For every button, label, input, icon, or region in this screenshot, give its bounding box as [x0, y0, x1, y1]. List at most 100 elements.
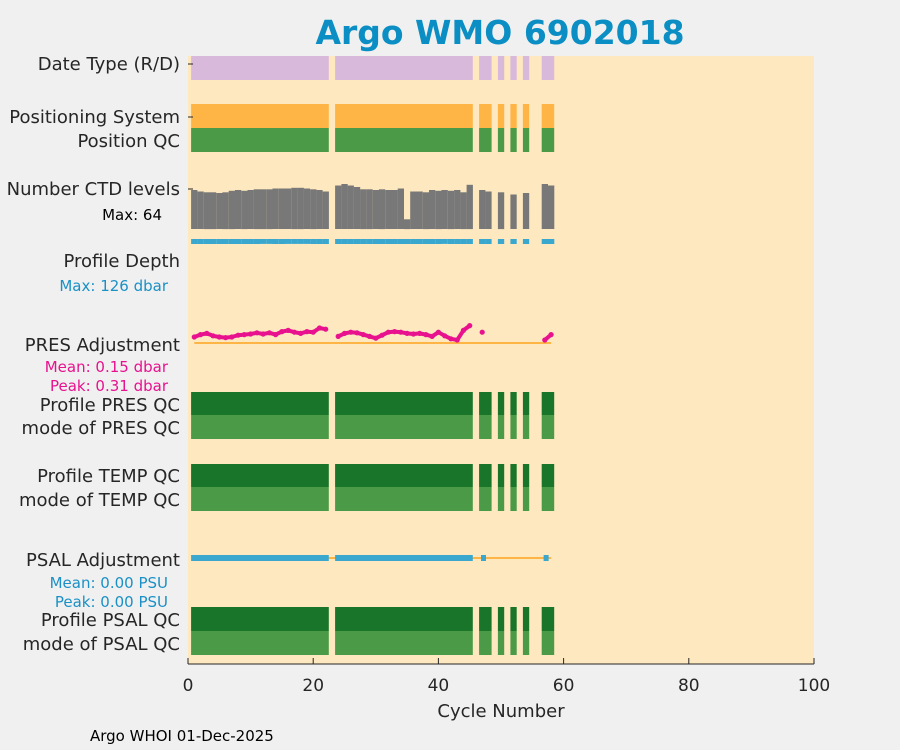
pres-adjustment-line-0	[192, 326, 328, 340]
ctd-level-bar-58	[548, 185, 555, 229]
profile-psal-qc-segment-1	[335, 607, 473, 631]
profile-depth-bar-6	[222, 239, 229, 244]
profile-depth-bar-40	[435, 239, 442, 244]
profile-depth-bar-44	[460, 239, 467, 244]
annotation-pres-peak: Peak: 0.31 dbar	[50, 377, 169, 395]
profile-pres-qc-segment-4	[510, 392, 517, 415]
profile-depth-bar-54	[522, 239, 530, 244]
pres-adjustment-point-4	[210, 333, 216, 339]
ctd-level-bar-31	[378, 189, 386, 230]
pres-adjustment-point-42	[448, 336, 454, 342]
profile-depth-bar-30	[372, 239, 379, 244]
annotation-psal-mean: Mean: 0.00 PSU	[50, 574, 168, 592]
profile-depth-bar-43	[454, 239, 461, 244]
profile-depth-bar-15	[278, 239, 286, 244]
position-qc-segment-6	[541, 128, 555, 152]
ctd-level-bar-27	[353, 187, 361, 229]
ctd-level-bar-52	[510, 194, 517, 229]
date-type-segment-0	[191, 56, 329, 80]
profile-depth-bar-38	[422, 239, 430, 244]
mode-temp-qc-segment-3	[497, 487, 505, 511]
ctd-level-bar-48	[485, 191, 492, 229]
positioning-system-segment-2	[479, 104, 492, 128]
profile-depth-bar-50	[497, 239, 505, 244]
psal-adjustment-segment-0	[191, 555, 329, 561]
psal-adjustment-segment-2	[481, 555, 486, 561]
ctd-level-bar-10	[247, 190, 254, 229]
pres-adjustment-point-16	[285, 327, 291, 333]
pres-adjustment-point-30	[373, 335, 379, 341]
x-tick-label-60: 60	[553, 676, 575, 696]
positioning-system-segment-3	[497, 104, 505, 128]
positioning-system-segment-6	[541, 104, 555, 128]
pres-adjustment-point-15	[279, 329, 285, 335]
pres-adjustment-point-40	[435, 329, 441, 335]
position-qc-segment-2	[479, 128, 492, 152]
date-type-segment-6	[541, 56, 555, 80]
ctd-level-bar-21	[316, 190, 323, 229]
x-axis-ticks: 0 20 40 60 80 100	[183, 658, 830, 696]
position-qc-segment-1	[335, 128, 473, 152]
profile-depth-bar-25	[341, 239, 348, 244]
pres-adjustment-point-39	[429, 333, 435, 339]
pres-adjustment-point-47	[479, 329, 485, 335]
pres-adjustment-point-58	[548, 332, 554, 338]
annotation-ctd-max: Max: 64	[102, 206, 162, 224]
pres-adjustment-point-13	[266, 330, 272, 336]
pres-adjustment-point-19	[304, 329, 310, 335]
chart-marks	[188, 56, 555, 655]
ctd-level-bar-40	[435, 190, 442, 230]
profile-depth-bar-29	[366, 239, 373, 244]
pres-adjustment-point-8	[235, 332, 241, 338]
mode-pres-qc-segment-2	[479, 415, 492, 439]
ctd-level-bar-39	[429, 190, 436, 229]
pres-adjustment-point-6	[223, 335, 229, 341]
pres-adjustment-point-33	[392, 329, 398, 335]
date-type-segment-4	[510, 56, 517, 80]
pres-adjustment-point-20	[310, 329, 316, 335]
pres-adjustment-point-25	[341, 330, 348, 336]
pres-adjustment-point-37	[417, 330, 423, 336]
pres-adjustment-point-11	[254, 330, 260, 336]
profile-depth-bar-10	[247, 239, 254, 244]
pres-adjustment-point-35	[404, 330, 410, 336]
mode-psal-qc-segment-0	[191, 631, 329, 655]
ctd-level-bar-12	[260, 189, 267, 230]
profile-depth-bar-57	[541, 239, 548, 244]
profile-depth-bar-47	[479, 239, 486, 244]
position-qc-segment-4	[510, 128, 517, 152]
ctd-level-bar-50	[497, 192, 505, 230]
profile-psal-qc-segment-0	[191, 607, 329, 631]
profile-depth-bar-7	[228, 239, 235, 244]
profile-depth-bar-12	[260, 239, 267, 244]
pres-adjustment-point-29	[366, 333, 373, 339]
pres-adjustment-point-38	[423, 332, 429, 338]
pres-adjustment-line-1	[336, 323, 472, 342]
ctd-level-bar-45	[466, 184, 473, 230]
ctd-level-bar-8	[234, 190, 242, 229]
label-positioning-system: Positioning System	[9, 107, 180, 128]
mode-pres-qc-segment-5	[522, 415, 530, 439]
mode-temp-qc-segment-0	[191, 487, 329, 511]
pres-adjustment-point-14	[273, 332, 279, 338]
ctd-level-bar-54	[522, 193, 530, 229]
ctd-level-bar-25	[341, 184, 348, 229]
ctd-level-bar-9	[241, 190, 248, 230]
profile-psal-qc-segment-5	[522, 607, 530, 631]
label-psal-adjustment: PSAL Adjustment	[26, 550, 180, 571]
profile-depth-bar-36	[410, 239, 417, 244]
ctd-level-bar-37	[416, 191, 423, 229]
mode-psal-qc-segment-1	[335, 631, 473, 655]
pres-adjustment-point-7	[229, 334, 235, 340]
ctd-level-bar-19	[303, 188, 311, 229]
pres-adjustment-point-1	[191, 334, 197, 340]
x-tick-label-0: 0	[183, 676, 194, 696]
profile-depth-bar-52	[510, 239, 517, 244]
pres-adjustment-point-41	[442, 333, 448, 339]
pres-adjustment-point-32	[385, 329, 391, 335]
positioning-system-segment-1	[335, 104, 473, 128]
label-profile-temp-qc: Profile TEMP QC	[37, 466, 180, 487]
profile-temp-qc-segment-3	[497, 464, 505, 487]
mode-psal-qc-segment-3	[497, 631, 505, 655]
